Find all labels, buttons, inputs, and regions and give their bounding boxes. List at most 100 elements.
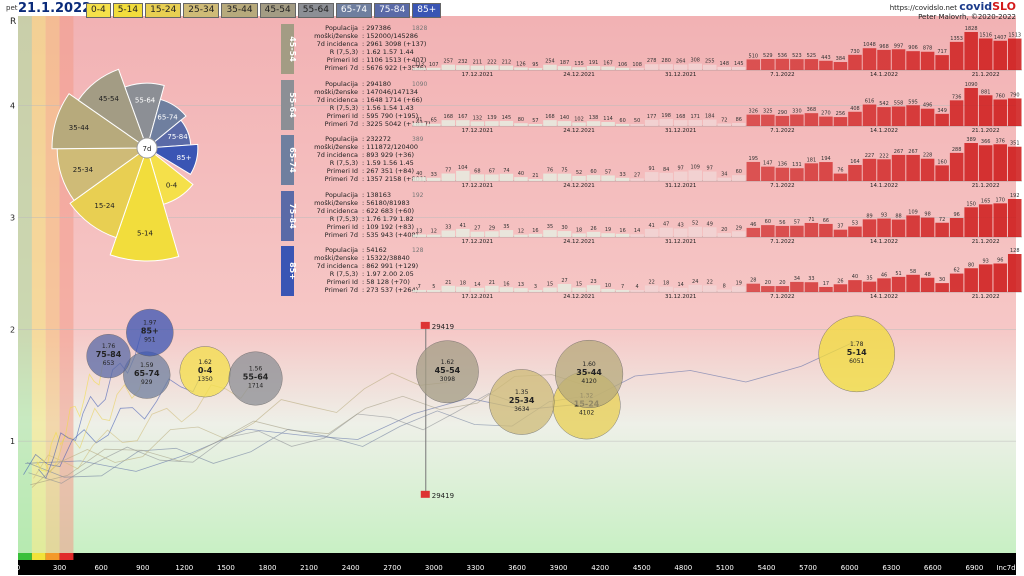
- panel-bar: [833, 229, 848, 237]
- panel-bar-value: 136: [778, 162, 788, 168]
- panel-bar: [775, 58, 790, 70]
- panel-bar: [848, 226, 862, 237]
- legend-chip-65-74: 65-74: [335, 3, 373, 18]
- panel-date-label: 21.1.2022: [972, 183, 1000, 189]
- site-url[interactable]: https://covidslo.net: [889, 4, 957, 12]
- panel-bar: [877, 278, 891, 292]
- risk-band-2: [45, 16, 60, 553]
- panel-date-label: 14.1.2022: [870, 72, 898, 78]
- marker-value-top: 29419: [432, 323, 454, 331]
- panel-bar-value: 108: [632, 62, 642, 68]
- panel-bar-value: 1828: [965, 26, 978, 32]
- panel-date-label: 24.12.2021: [563, 72, 595, 78]
- panel-stat-value: : 1.59 1.56 1.45: [362, 159, 414, 167]
- panel-bar-value: 228: [923, 153, 933, 159]
- trajectory-65-74: [34, 363, 148, 474]
- panel-bar-value: 33: [619, 172, 625, 178]
- panel-stat-name: Populacija: [325, 80, 358, 88]
- panel-date-label: 7.1.2022: [770, 72, 795, 78]
- panel-bar-value: 254: [545, 59, 555, 65]
- x-tick-label: 1800: [259, 564, 277, 572]
- panel-bar: [920, 277, 935, 292]
- panel-bar-value: 40: [518, 171, 524, 177]
- panel-bar: [499, 65, 514, 70]
- panel-bar-value: 60: [765, 219, 771, 225]
- panel-bar-value: 366: [981, 139, 991, 145]
- panel-bar-value: 211: [473, 60, 483, 66]
- panel-date-label: 24.12.2021: [563, 239, 595, 245]
- panel-bar: [702, 227, 717, 237]
- panel-stat-name: R (7,5,3): [330, 159, 358, 167]
- panel-bar: [688, 63, 702, 70]
- panel-bar-value: 71: [808, 217, 814, 223]
- panel-stat-name: 7d incidenca: [317, 151, 358, 159]
- panel-bar: [499, 120, 514, 126]
- panel-bar-value: 256: [836, 111, 846, 117]
- panel-bar-value: 24: [692, 279, 698, 285]
- panel-bar-value: 65: [431, 118, 437, 124]
- rose-label-5-14: 5-14: [137, 230, 153, 238]
- panel-group-label: 45-54: [288, 36, 297, 62]
- bubble-5-14: [818, 315, 895, 393]
- panel-bar-value: 80: [518, 117, 524, 123]
- panel-bar-value: 195: [749, 156, 759, 162]
- panel-bar-value: 23: [590, 279, 596, 285]
- panel-bar-value: 14: [474, 282, 480, 288]
- panel-bar-value: 18: [460, 281, 466, 287]
- panel-bar-value: 267: [908, 149, 918, 155]
- panel-stat-value: : 267 351 (+84): [362, 167, 414, 175]
- panel-bar: [572, 233, 586, 237]
- panel-bar-value: 80: [968, 262, 974, 268]
- panel-date-label: 7.1.2022: [770, 183, 795, 189]
- x-tick-label: 3900: [550, 564, 568, 572]
- risk-band-1: [31, 16, 46, 553]
- slovenia-flag-icon: [420, 490, 430, 498]
- panel-bar: [557, 66, 572, 70]
- panel-bar-value: 16: [619, 228, 625, 234]
- panel-date-label: 7.1.2022: [770, 128, 795, 134]
- bubble-inc-value: 4102: [579, 409, 594, 416]
- panel-bar-value: 22: [707, 279, 713, 285]
- panel-stat-name: Populacija: [325, 135, 358, 143]
- panel-bar-value: 181: [807, 157, 817, 163]
- rose-label-0-4: 0-4: [166, 181, 178, 189]
- panel-bar: [935, 55, 949, 70]
- x-tick-label: 5100: [716, 564, 734, 572]
- x-tick-label: 6300: [882, 564, 900, 572]
- panel-bar: [848, 54, 862, 70]
- panel-bar: [761, 59, 775, 70]
- x-tick-label: 2400: [342, 564, 360, 572]
- panel-bar: [920, 158, 935, 181]
- panel-bar-value: 21: [532, 173, 538, 179]
- panel-stat-name: Primeri 7d: [325, 120, 358, 128]
- panel-bar: [586, 121, 601, 126]
- panel-bar-value: 75: [561, 168, 567, 174]
- rose-sector-35-44: [51, 93, 149, 150]
- panel-bar: [412, 122, 427, 126]
- panel-stat-name: Primeri Id: [327, 223, 358, 231]
- panel-date-label: 17.12.2021: [462, 239, 494, 245]
- panel-bar-value: 222: [879, 153, 889, 159]
- panel-bar-value: 89: [866, 213, 872, 219]
- panel-bar-value: 66: [823, 218, 829, 224]
- bubble-group-label: 0-4: [198, 366, 213, 375]
- panel-bar-value: 29: [489, 225, 495, 231]
- x-tick-label: 4500: [633, 564, 651, 572]
- panel-bar: [775, 115, 790, 126]
- panel-bar-value: 408: [850, 106, 860, 112]
- panel-bar: [630, 67, 644, 70]
- panel-bar: [673, 287, 688, 292]
- panel-stat-name: Primeri 7d: [325, 231, 358, 239]
- x-tick-label: 6600: [924, 564, 942, 572]
- panel-bar: [949, 41, 964, 70]
- panel-bar: [833, 173, 848, 181]
- panel-bar: [790, 168, 804, 181]
- panel-bar-value: 20: [721, 227, 727, 233]
- panel-bar: [906, 51, 920, 70]
- panel-bar: [732, 286, 746, 292]
- panel-stat-name: R (7,5,3): [330, 215, 358, 223]
- panel-bar: [601, 122, 615, 126]
- panel-bar-value: 97: [707, 166, 713, 172]
- panel-bar-value: 168: [444, 114, 454, 120]
- panel-date-label: 31.12.2021: [665, 239, 697, 245]
